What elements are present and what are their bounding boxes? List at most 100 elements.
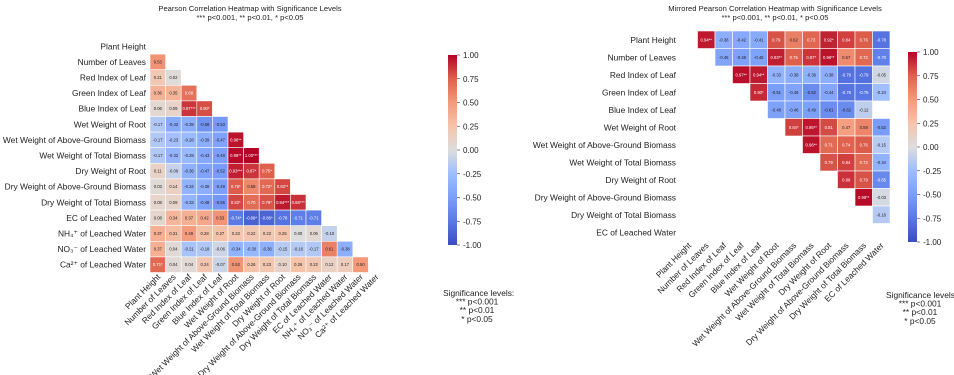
cell-annotation: -0.38 — [824, 72, 834, 77]
cell-annotation: -0.39 — [184, 122, 194, 127]
cell-annotation: -0.24 — [876, 90, 886, 95]
cell-annotation: 0.08 — [154, 215, 163, 220]
cell-annotation: 0.95** — [806, 125, 818, 130]
cell-annotation: 0.37 — [154, 247, 163, 252]
cell-annotation: 0.93** — [771, 55, 783, 60]
cell-annotation: -0.34 — [231, 247, 241, 252]
cell-annotation: 0.06 — [154, 106, 163, 111]
cell-annotation: 0.88*** — [292, 200, 305, 205]
cell-annotation: -0.49 — [215, 153, 225, 158]
significance-legend-title: Significance levels: — [443, 288, 514, 298]
cell-annotation: 0.00 — [294, 231, 303, 236]
cell-annotation: -0.44 — [824, 90, 834, 95]
chart-subtitle: *** p<0.001, ** p<0.01, * p<0.05 — [196, 13, 303, 22]
cell-annotation: 0.09 — [169, 200, 178, 205]
cell-annotation: 0.84 — [842, 37, 851, 42]
cell-annotation: -0.17 — [153, 122, 163, 127]
cell-annotation: -0.38 — [719, 37, 729, 42]
colorbar-tick-label: 0.00 — [463, 146, 479, 155]
cell-annotation: -0.79 — [859, 72, 869, 77]
row-label: Green Index of Leaf — [72, 88, 147, 98]
cell-annotation: -0.49 — [215, 184, 225, 189]
chart-subtitle: *** p<0.001, ** p<0.01, * p<0.05 — [721, 13, 828, 22]
chart-title: Mirrored Pearson Correlation Heatmap wit… — [668, 4, 882, 13]
cell-annotation: -0.51 — [771, 90, 781, 95]
cell-annotation: -0.65 — [876, 177, 886, 182]
cell-annotation: -0.52 — [215, 169, 225, 174]
cell-annotation: 0.09 — [169, 106, 178, 111]
cell-annotation: -0.41 — [754, 37, 764, 42]
cell-annotation: 0.70 — [247, 200, 256, 205]
cell-annotation: 0.76* — [231, 184, 241, 189]
cell-annotation: -0.48 — [754, 55, 764, 60]
cell-annotation: -0.75 — [859, 90, 869, 95]
cell-annotation: 0.27 — [216, 231, 225, 236]
cell-annotation: 0.82** — [277, 184, 289, 189]
cell-annotation: -0.21 — [184, 247, 194, 252]
cell-annotation: 1.00*** — [245, 153, 258, 158]
cell-annotation: 0.72* — [262, 184, 272, 189]
cell-annotation: 0.98** — [858, 195, 870, 200]
row-label: Wet Weight of Total Biomass — [569, 157, 676, 167]
row-label: NO₃⁻ of Leached Water — [57, 244, 146, 254]
cell-annotation: -0.42 — [169, 122, 179, 127]
cell-annotation: 0.73 — [807, 37, 816, 42]
colorbar: 1.00 0.75 0.50 0.25 0.00 -0.25 -0.50 -0.75 -1.00 — [448, 51, 482, 250]
cell-annotation: -0.38 — [200, 184, 210, 189]
cell-annotation: 0.23 — [232, 231, 241, 236]
cell-annotation: -0.48 — [771, 107, 781, 112]
colorbar-tick-label: 0.50 — [463, 99, 479, 108]
cell-annotation: -0.78 — [278, 215, 288, 220]
cell-annotation: -0.30 — [247, 247, 257, 252]
cell-annotation: -0.10 — [325, 231, 335, 236]
cell-annotation: 0.26 — [247, 262, 256, 267]
cell-annotation: 0.37 — [154, 231, 163, 236]
cell-annotation: 0.25 — [279, 231, 288, 236]
row-label: Wet Weight of Root — [74, 119, 147, 129]
heatmap-cell — [872, 83, 891, 102]
cell-annotation: 0.02 — [169, 75, 178, 80]
cell-annotation: -0.15 — [876, 142, 886, 147]
cell-annotation: -0.79 — [841, 72, 851, 77]
cell-annotation: -0.32 — [169, 153, 179, 158]
cell-annotation: 0.03 — [154, 184, 163, 189]
cell-annotation: 0.36 — [154, 91, 163, 96]
row-label: Green Index of Leaf — [602, 87, 677, 97]
row-label: Plant Height — [100, 41, 146, 51]
cell-annotation: 0.06 — [310, 231, 319, 236]
cell-annotation: 0.94*** — [276, 200, 289, 205]
row-label: EC of Leached Water — [596, 227, 676, 237]
cell-annotation: -0.06 — [215, 247, 225, 252]
cell-annotation: 0.79 — [772, 37, 781, 42]
cell-annotation: -0.36 — [184, 169, 194, 174]
row-label: Wet Weight of Root — [604, 122, 677, 132]
cell-annotation: 0.75 — [790, 55, 799, 60]
significance-legend-item: * p<0.05 — [904, 316, 936, 326]
cell-annotation: 0.53 — [216, 215, 225, 220]
row-label: Dry Weight of Above-Ground Biomass — [535, 192, 676, 202]
cell-annotation: 0.87*** — [182, 106, 195, 111]
significance-legend-item: ** p<0.01 — [460, 305, 495, 315]
cell-annotation: 0.72 — [860, 55, 869, 60]
cell-annotation: 0.96** — [823, 55, 835, 60]
significance-legend-item: *** p<0.001 — [899, 299, 942, 309]
cell-annotation: -0.36 — [806, 72, 816, 77]
row-label: Blue Index of Leaf — [608, 105, 676, 115]
cell-annotation: -0.43 — [200, 153, 210, 158]
cell-annotation: 0.72 — [860, 160, 869, 165]
cell-annotation: -0.16 — [876, 212, 886, 217]
cell-annotation: -0.42 — [736, 37, 746, 42]
cell-annotation: 0.75* — [262, 169, 272, 174]
colorbar-tick-label: 1.00 — [463, 51, 479, 60]
significance-legend-item: *** p<0.001 — [456, 297, 499, 307]
cell-annotation: 0.47 — [842, 125, 851, 130]
cell-annotation: 0.79 — [860, 177, 869, 182]
cell-annotation: 0.68 — [185, 91, 194, 96]
cell-annotation: -0.71 — [309, 215, 319, 220]
cell-annotation: -0.55 — [215, 200, 225, 205]
cell-annotation: 0.31 — [169, 231, 178, 236]
colorbar-tick-label: -0.25 — [463, 170, 482, 179]
cell-annotation: 0.53 — [154, 59, 163, 64]
cell-annotation: -0.34 — [876, 160, 886, 165]
cell-annotation: 0.76 — [860, 37, 869, 42]
